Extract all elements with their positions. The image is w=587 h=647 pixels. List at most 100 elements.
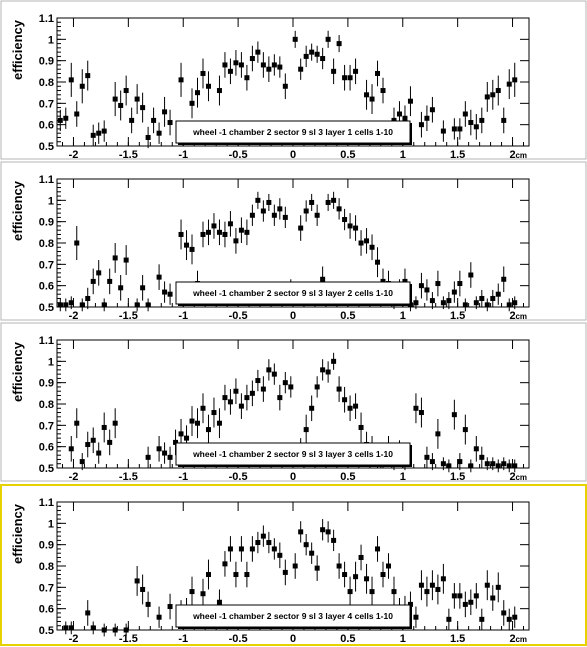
data-point bbox=[90, 437, 96, 443]
data-point bbox=[205, 83, 211, 89]
data-point bbox=[424, 589, 430, 595]
data-point bbox=[506, 616, 512, 622]
data-point bbox=[205, 229, 211, 235]
data-point bbox=[325, 36, 331, 42]
data-point bbox=[435, 281, 441, 287]
data-point bbox=[227, 68, 233, 74]
data-point bbox=[342, 75, 348, 81]
data-point bbox=[167, 120, 173, 126]
x-axis-unit: cm bbox=[515, 312, 527, 321]
y-tick-label: 0.8 bbox=[39, 399, 54, 411]
data-point bbox=[347, 405, 353, 411]
data-point bbox=[303, 208, 309, 214]
x-tick-label: 1 bbox=[400, 471, 406, 483]
data-point bbox=[462, 302, 468, 308]
data-point bbox=[353, 68, 359, 74]
x-tick-label: 0 bbox=[290, 471, 296, 483]
data-point bbox=[134, 302, 140, 308]
data-point bbox=[216, 599, 222, 605]
x-tick-label: -0.5 bbox=[229, 149, 248, 161]
data-point bbox=[462, 427, 468, 433]
data-point bbox=[512, 77, 518, 83]
data-point bbox=[385, 563, 391, 569]
data-point bbox=[249, 212, 255, 218]
data-point bbox=[134, 96, 140, 102]
data-point bbox=[96, 270, 102, 276]
y-tick-label: 1.1 bbox=[39, 13, 54, 25]
data-point bbox=[118, 285, 124, 291]
data-point bbox=[112, 420, 118, 426]
x-tick-label: 1.5 bbox=[450, 310, 465, 322]
data-point bbox=[451, 593, 457, 599]
data-point bbox=[85, 442, 91, 448]
y-axis-label: efficiency bbox=[10, 503, 25, 564]
data-point bbox=[200, 231, 206, 237]
data-point bbox=[167, 454, 173, 460]
data-point bbox=[451, 289, 457, 295]
data-point bbox=[222, 231, 228, 237]
data-point bbox=[413, 405, 419, 411]
data-point bbox=[298, 225, 304, 231]
data-point bbox=[369, 244, 375, 250]
x-tick-label: 1 bbox=[400, 149, 406, 161]
data-point bbox=[490, 92, 496, 98]
data-point bbox=[200, 405, 206, 411]
data-point bbox=[501, 610, 507, 616]
chart-panel-2[interactable]: 0.5 0.6 0.7 0.8 0.9 1 1.1 -2 -1.5 -1 -0.5 0 0.5 1 1.5 2… bbox=[0, 161, 587, 322]
data-point bbox=[145, 134, 151, 140]
data-point bbox=[506, 302, 512, 308]
data-point bbox=[298, 529, 304, 535]
data-point bbox=[495, 584, 501, 590]
data-point bbox=[260, 533, 266, 539]
data-point bbox=[145, 454, 151, 460]
data-point bbox=[167, 604, 173, 610]
y-tick-label: 0.7 bbox=[39, 259, 54, 271]
data-point bbox=[325, 369, 331, 375]
data-point bbox=[101, 128, 107, 134]
data-point bbox=[249, 56, 255, 62]
data-point bbox=[501, 117, 507, 123]
pad-border bbox=[0, 484, 587, 646]
data-point bbox=[336, 41, 342, 47]
data-point bbox=[369, 96, 375, 102]
data-point bbox=[184, 435, 190, 441]
data-point bbox=[195, 90, 201, 96]
data-point bbox=[255, 378, 261, 384]
data-point bbox=[145, 601, 151, 607]
data-point bbox=[484, 461, 490, 467]
chart-panel-1[interactable]: 0.5 0.6 0.7 0.8 0.9 1 1.1 -2 -1.5 -1 -0.5 0 0.5 1 1.5 2… bbox=[0, 0, 587, 161]
data-point bbox=[216, 88, 222, 94]
x-tick-label: -1.5 bbox=[119, 633, 138, 645]
data-point bbox=[205, 572, 211, 578]
chart-panel-3[interactable]: 0.5 0.6 0.7 0.8 0.9 1 1.1 -2 -1.5 -1 -0.5 0 0.5 1 1.5 2… bbox=[0, 322, 587, 483]
legend-box bbox=[175, 604, 411, 628]
data-point bbox=[79, 459, 85, 465]
data-point bbox=[325, 199, 331, 205]
x-tick-label: -0.5 bbox=[229, 310, 248, 322]
data-point bbox=[173, 439, 179, 445]
data-point bbox=[255, 49, 261, 55]
x-tick-label: 2 bbox=[509, 633, 515, 645]
data-point bbox=[468, 599, 474, 605]
x-tick-label: 1.5 bbox=[450, 149, 465, 161]
data-point bbox=[336, 206, 342, 212]
data-point bbox=[238, 546, 244, 552]
y-tick-label: 0.8 bbox=[39, 238, 54, 250]
x-tick-label: 2 bbox=[509, 471, 515, 483]
chart-panel-4[interactable]: 0.5 0.6 0.7 0.8 0.9 1 1.1 -2 -1.5 -1 -0.5 0 0.5 1 1.5 2… bbox=[0, 484, 587, 646]
data-point bbox=[358, 240, 364, 246]
data-point bbox=[162, 289, 168, 295]
data-point bbox=[266, 540, 272, 546]
data-point bbox=[495, 463, 501, 469]
data-point bbox=[484, 94, 490, 100]
y-tick-label: 1.1 bbox=[39, 497, 54, 509]
data-point bbox=[282, 380, 288, 386]
x-tick-label: -1.5 bbox=[119, 471, 138, 483]
x-tick-label: 2 bbox=[509, 149, 515, 161]
data-point bbox=[244, 75, 250, 81]
data-point bbox=[457, 126, 463, 132]
data-point bbox=[260, 62, 266, 68]
data-point bbox=[468, 120, 474, 126]
data-point bbox=[233, 572, 239, 578]
data-point bbox=[320, 56, 326, 62]
